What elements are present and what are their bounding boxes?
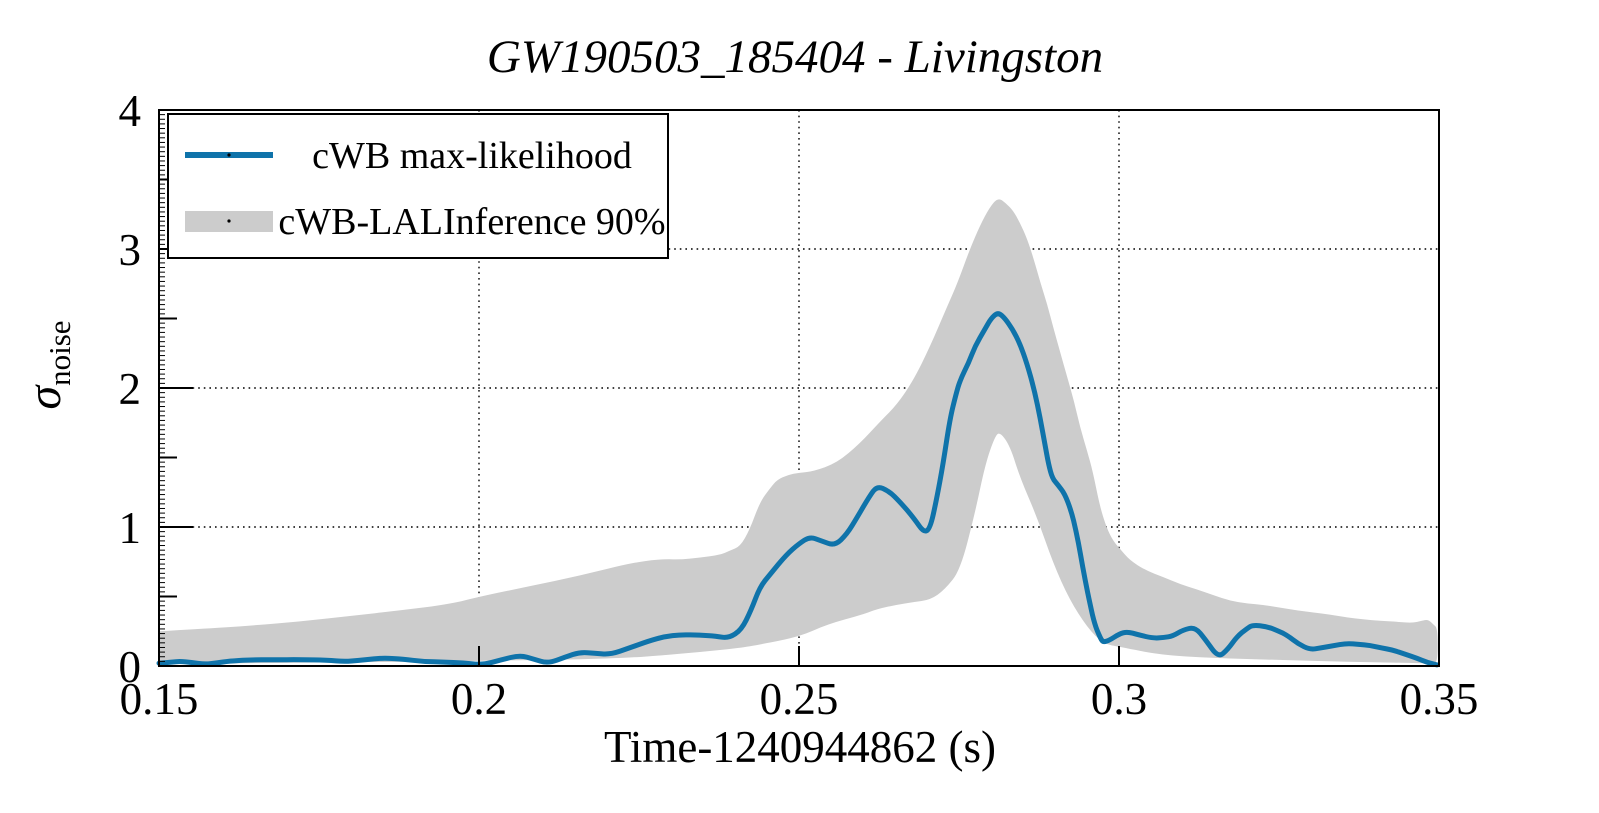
confidence-band xyxy=(159,199,1438,664)
y-tick-label: 0 xyxy=(119,642,142,692)
y-tick-label: 2 xyxy=(119,364,142,414)
legend-marker-dot xyxy=(227,153,231,157)
x-tick-label: 0.35 xyxy=(1400,674,1479,724)
x-tick-label: 0.25 xyxy=(760,674,839,724)
chart-title: GW190503_185404 - Livingston xyxy=(487,31,1103,83)
legend-entry-band: cWB-LALInference 90% xyxy=(278,201,665,243)
y-tick-label: 1 xyxy=(119,503,142,553)
y-tick-labels: 0 1 2 3 4 xyxy=(119,86,142,692)
x-tick-labels: 0.15 0.2 0.25 0.3 0.35 xyxy=(120,674,1479,724)
max-likelihood-line xyxy=(156,311,1440,668)
plot-frame xyxy=(158,109,1440,667)
sigma-subscript: noise xyxy=(42,320,77,385)
x-tick-label: 0.2 xyxy=(451,674,507,724)
y-tick-label: 4 xyxy=(119,86,142,136)
y-tick-label: 3 xyxy=(119,225,142,275)
legend-entry-line: cWB max-likelihood xyxy=(312,135,632,177)
y-axis-label: σnoise xyxy=(18,320,77,409)
sigma-symbol: σ xyxy=(18,384,71,410)
x-axis-label: Time-1240944862 (s) xyxy=(604,722,996,772)
legend-box xyxy=(167,113,669,259)
legend: cWB max-likelihood cWB-LALInference 90% xyxy=(167,113,669,259)
legend-marker-dot xyxy=(227,219,231,223)
x-tick-label: 0.3 xyxy=(1091,674,1147,724)
x-tick-label: 0.15 xyxy=(120,674,199,724)
